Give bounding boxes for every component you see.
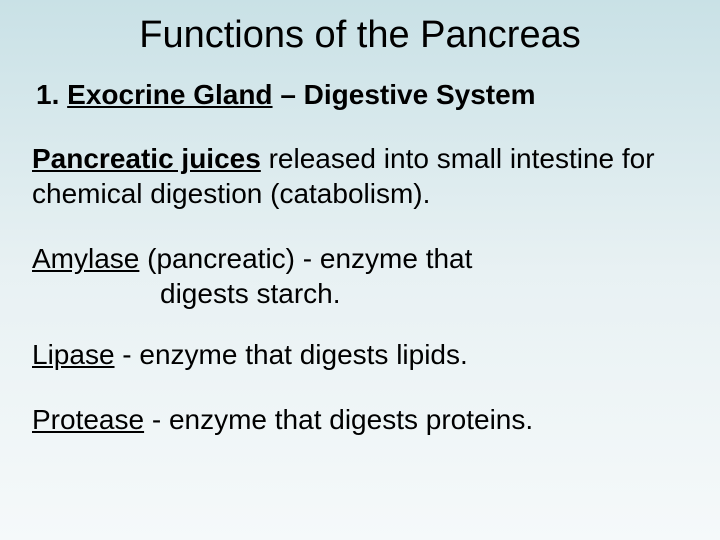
protease-rest: - enzyme that digests proteins.	[144, 404, 533, 435]
section-heading: 1. Exocrine Gland – Digestive System	[36, 79, 690, 111]
amylase-term: Amylase	[32, 243, 139, 274]
heading-underlined: Exocrine Gland	[67, 79, 272, 110]
protease-paragraph: Protease - enzyme that digests proteins.	[32, 402, 690, 437]
heading-rest: – Digestive System	[273, 79, 536, 110]
amylase-line2: digests starch.	[160, 276, 690, 311]
pancreatic-juices-paragraph: Pancreatic juices released into small in…	[32, 141, 690, 211]
lipase-paragraph: Lipase - enzyme that digests lipids.	[32, 337, 690, 372]
protease-term: Protease	[32, 404, 144, 435]
slide-title: Functions of the Pancreas	[30, 14, 690, 57]
pancreatic-juices-term: Pancreatic juices	[32, 143, 261, 174]
amylase-line1: Amylase (pancreatic) - enzyme that	[32, 241, 690, 276]
lipase-rest: - enzyme that digests lipids.	[115, 339, 468, 370]
amylase-rest1: (pancreatic) - enzyme that	[139, 243, 472, 274]
lipase-term: Lipase	[32, 339, 115, 370]
heading-number: 1.	[36, 79, 67, 110]
